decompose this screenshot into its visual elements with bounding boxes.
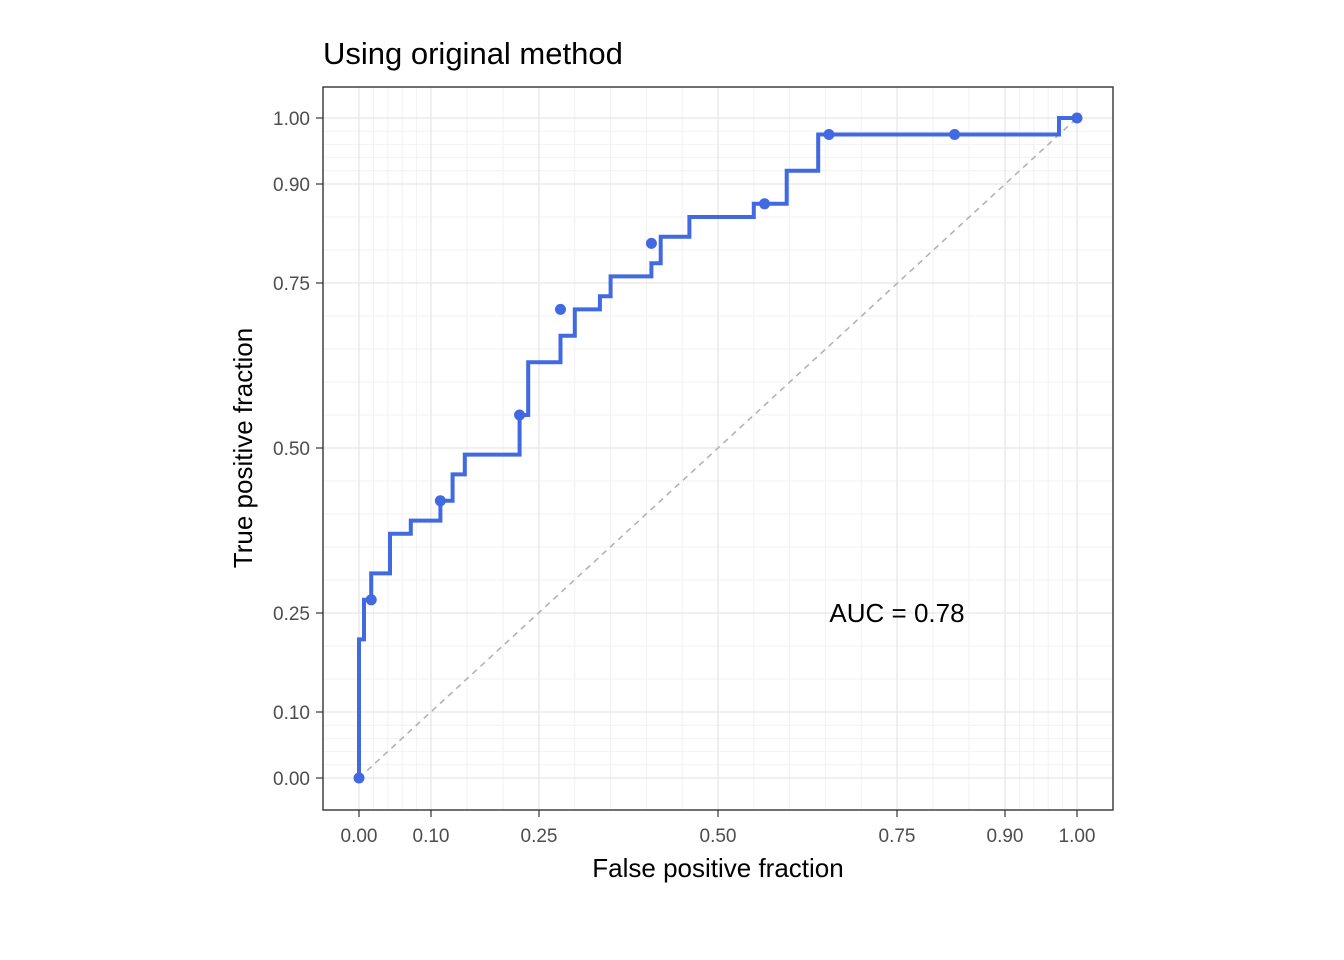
x-tick-label: 0.90 <box>987 826 1024 847</box>
x-tick-label: 1.00 <box>1059 826 1096 847</box>
x-tick-label: 0.50 <box>700 826 737 847</box>
annotation-auc: AUC = 0.78 <box>829 598 964 628</box>
roc-point <box>1071 112 1083 124</box>
x-tick-label: 0.10 <box>413 826 450 847</box>
x-axis-title: False positive fraction <box>592 853 843 883</box>
roc-point <box>759 198 771 210</box>
x-tick-label: 0.00 <box>341 826 378 847</box>
roc-point <box>365 594 377 606</box>
roc-point <box>949 129 961 140</box>
roc-point <box>554 303 566 315</box>
roc-point <box>434 495 446 507</box>
y-axis-title: True positive fraction <box>228 328 258 568</box>
roc-point <box>353 772 365 784</box>
y-tick-label: 0.50 <box>273 439 310 460</box>
y-axis-ticks: 0.00 0.10 0.25 0.50 0.75 0.90 1.00 <box>273 109 323 790</box>
chart-title: Using original method <box>323 36 623 71</box>
roc-curve <box>357 116 1077 778</box>
x-tick-label: 0.75 <box>879 826 916 847</box>
y-tick-label: 0.25 <box>273 604 310 625</box>
y-tick-label: 0.10 <box>273 703 310 724</box>
major-grid <box>323 87 1113 810</box>
roc-point <box>514 409 526 421</box>
y-tick-label: 1.00 <box>273 109 310 130</box>
roc-point <box>823 129 835 140</box>
y-tick-label: 0.00 <box>273 769 310 790</box>
x-axis-ticks: 0.00 0.10 0.25 0.50 0.75 0.90 1.00 <box>341 810 1096 847</box>
roc-points <box>353 112 1083 784</box>
x-tick-label: 0.25 <box>521 826 558 847</box>
y-tick-label: 0.75 <box>273 274 310 295</box>
roc-point <box>645 237 657 249</box>
y-tick-label: 0.90 <box>273 175 310 196</box>
reference-diagonal <box>358 117 1078 779</box>
